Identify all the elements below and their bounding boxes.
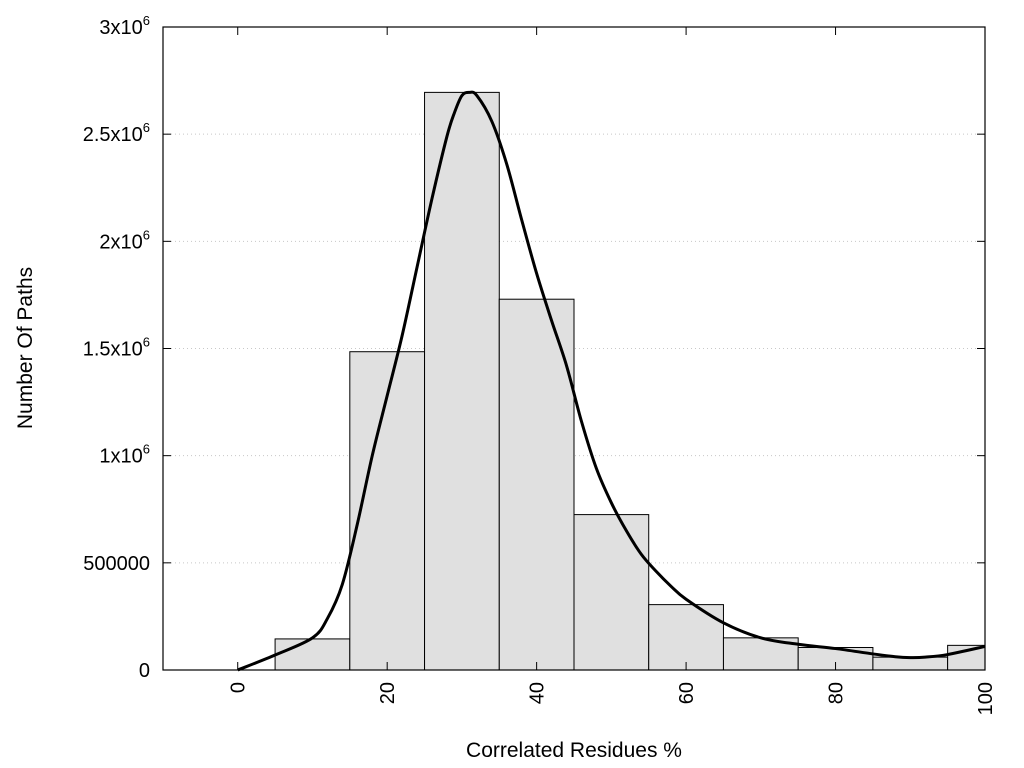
x-tick-label: 100 bbox=[975, 682, 997, 715]
x-tick-label: 0 bbox=[228, 682, 250, 693]
y-tick-label: 500000 bbox=[83, 553, 150, 575]
x-tick-label: 80 bbox=[826, 682, 848, 704]
y-tick-label: 2.5x106 bbox=[83, 120, 150, 146]
y-tick-label: 2x106 bbox=[99, 227, 150, 253]
x-tick-label: 20 bbox=[377, 682, 399, 704]
x-tick-label: 60 bbox=[676, 682, 698, 704]
histogram-bar bbox=[349, 351, 426, 671]
x-tick-label: 40 bbox=[527, 682, 549, 704]
y-tick-label: 3x106 bbox=[99, 13, 150, 39]
histogram-bars bbox=[274, 91, 986, 671]
x-axis-title: Correlated Residues % bbox=[466, 739, 682, 762]
x-axis-ticks: 0 20 40 60 80 100 bbox=[228, 27, 997, 715]
y-tick-label: 1.5x106 bbox=[83, 335, 150, 361]
y-tick-label: 0 bbox=[139, 660, 150, 682]
y-axis-title: Number Of Paths bbox=[14, 267, 37, 429]
y-axis-ticks: 0 500000 1x106 1.5x106 2x106 2.5x106 3x106 bbox=[83, 13, 985, 682]
histogram-bar bbox=[498, 298, 575, 671]
histogram-bar bbox=[872, 656, 949, 671]
density-curve-line bbox=[237, 90, 986, 672]
density-curve bbox=[237, 90, 986, 672]
histogram-bar bbox=[648, 604, 724, 671]
histogram-bar bbox=[274, 638, 351, 671]
y-tick-label: 1x106 bbox=[99, 442, 150, 468]
histogram-bar bbox=[573, 514, 650, 671]
grid-lines bbox=[163, 133, 985, 564]
